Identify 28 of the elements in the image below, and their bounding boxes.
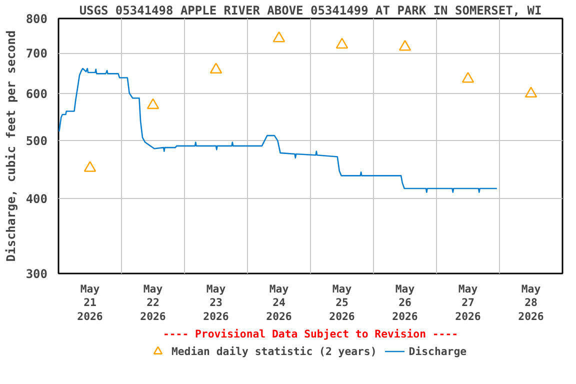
point	[524, 86, 538, 98]
point	[462, 72, 474, 83]
x-tick-label: May 24 2026	[266, 282, 292, 323]
y-tick-label: 500	[26, 134, 48, 148]
x-tick-label: May 25 2026	[329, 282, 355, 323]
point	[210, 62, 222, 74]
y-tick-label: 400	[26, 192, 48, 206]
line-series	[58, 68, 498, 193]
y-tick-label: 700	[26, 46, 48, 61]
text: ---- Provisional Data Subject to Revision ----	[162, 328, 458, 340]
x-tick-label: May 26 2026	[392, 282, 418, 323]
point	[272, 31, 286, 42]
x-tick-label: May 21 2026	[77, 282, 103, 323]
x-tick-label: May 22 2026	[140, 282, 166, 323]
point	[146, 98, 160, 110]
y-tick-label: 300	[26, 267, 48, 281]
x-tick-label: May 23 2026	[203, 282, 229, 323]
legend-label: Median daily statistic (2 years)	[171, 344, 377, 358]
point	[336, 38, 348, 49]
y-axis-title: Discharge, cubic feet per second	[4, 30, 18, 262]
point	[398, 40, 412, 51]
y-tick-label: 800	[26, 12, 48, 26]
y-tick-label: 600	[26, 86, 48, 101]
x-tick-label: May 28 2026	[518, 282, 544, 323]
legend-label: Discharge	[408, 344, 467, 358]
chart-title: USGS 05341498 APPLE RIVER ABOVE 05341499 AT PARK IN SOMERSET, WI	[79, 4, 542, 18]
point	[84, 161, 96, 172]
x-tick-label: May 27 2026	[455, 282, 481, 323]
